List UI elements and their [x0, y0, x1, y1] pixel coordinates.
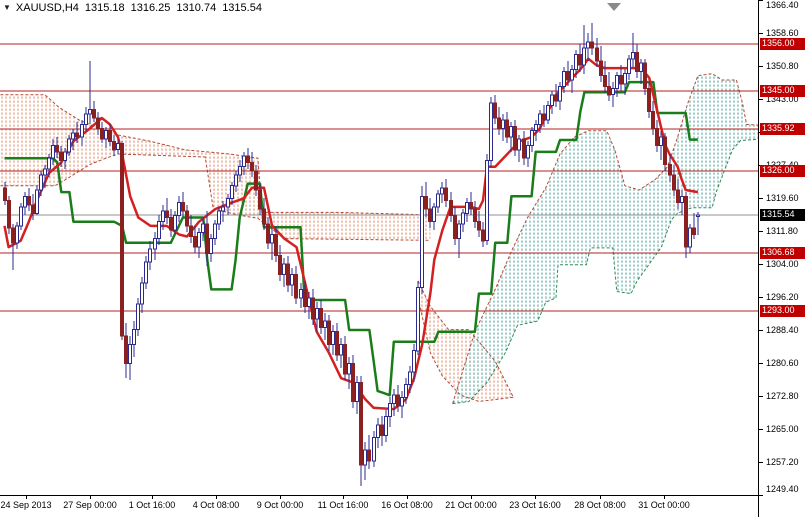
price-tick-label: 1358.60 [766, 28, 799, 38]
ichimoku-cloud [0, 73, 758, 405]
price-axis-tick [759, 0, 763, 1]
price-axis-tick [759, 231, 763, 232]
level-price-badge: 1345.00 [760, 85, 805, 97]
time-axis-tick [216, 496, 217, 499]
price-axis-tick [759, 99, 763, 100]
current-price-badge: 1315.54 [760, 209, 805, 221]
symbol-period-label: XAUUSD,H4 [15, 2, 79, 14]
price-tick-label: 1319.60 [766, 193, 799, 203]
time-axis-tick [471, 496, 472, 499]
price-axis-tick [759, 363, 763, 364]
price-tick-label: 1288.40 [766, 325, 799, 335]
ohlc-open: 1315.18 [84, 2, 125, 14]
time-axis-tick [600, 496, 601, 499]
time-tick-label: 31 Oct 00:00 [638, 500, 690, 510]
price-tick-label: 1249.40 [766, 484, 799, 494]
level-price-badge: 1356.00 [760, 38, 805, 50]
price-axis-tick [759, 297, 763, 298]
price-tick-label: 1257.20 [766, 457, 799, 467]
ohlc-high: 1316.25 [130, 2, 171, 14]
time-axis-tick [343, 496, 344, 499]
symbol-dropdown-icon[interactable]: ▼ [3, 3, 11, 12]
chart-title: ▼ XAUUSD,H4 1315.18 1316.25 1310.74 1315.54 [3, 2, 262, 14]
price-tick-label: 1311.80 [766, 226, 798, 236]
time-axis-tick [407, 496, 408, 499]
time-axis-tick [280, 496, 281, 499]
time-axis-tick [26, 496, 27, 499]
time-axis-tick [664, 496, 665, 499]
price-tick-label: 1304.00 [766, 259, 799, 269]
ohlc-low: 1310.74 [176, 2, 217, 14]
time-axis-tick [90, 496, 91, 499]
price-axis[interactable]: 1366.401358.601350.801343.001335.201327.… [758, 0, 811, 517]
price-axis-tick [759, 429, 763, 430]
level-price-badge: 1306.68 [760, 247, 805, 259]
price-axis-tick [759, 264, 763, 265]
time-tick-label: 23 Oct 16:00 [509, 500, 561, 510]
time-tick-label: 27 Sep 00:00 [63, 500, 117, 510]
price-axis-tick [759, 66, 763, 67]
time-axis[interactable]: 24 Sep 2013 27 Sep 00:00 1 Oct 16:00 4 Oct … [0, 495, 758, 518]
kijun-sen-line [4, 80, 698, 397]
price-axis-tick [759, 396, 763, 397]
time-tick-label: 21 Oct 00:00 [445, 500, 497, 510]
price-chart-svg[interactable] [0, 0, 758, 495]
time-tick-label: 1 Oct 16:00 [128, 500, 176, 510]
time-tick-label: 28 Oct 08:00 [574, 500, 626, 510]
time-axis-tick [152, 496, 153, 499]
price-axis-tick [759, 33, 763, 34]
time-tick-label: 16 Oct 08:00 [381, 500, 433, 510]
candles [3, 23, 700, 486]
price-axis-tick [759, 198, 763, 199]
price-tick-label: 1280.60 [766, 358, 799, 368]
time-tick-label: 11 Oct 16:00 [317, 500, 369, 510]
time-tick-label: 9 Oct 00:00 [256, 500, 304, 510]
time-tick-label: 4 Oct 08:00 [192, 500, 240, 510]
price-tick-label: 1296.20 [766, 292, 799, 302]
price-tick-label: 1350.80 [766, 61, 799, 71]
time-tick-label: 24 Sep 2013 [0, 500, 52, 510]
price-tick-label: 1343.00 [766, 94, 799, 104]
price-tick-label: 1265.00 [766, 424, 799, 434]
price-tick-label: 1272.80 [766, 391, 799, 401]
sell-arrow-marker[interactable] [607, 3, 621, 11]
level-price-badge: 1293.00 [760, 305, 805, 317]
chart-canvas[interactable] [0, 0, 758, 495]
time-axis-tick [535, 496, 536, 499]
price-axis-tick [759, 462, 763, 463]
price-axis-tick [759, 495, 763, 496]
level-price-badge: 1326.00 [760, 165, 805, 177]
level-price-badge: 1335.92 [760, 123, 805, 135]
ohlc-close: 1315.54 [222, 2, 262, 14]
price-axis-tick [759, 330, 763, 331]
price-tick-label: 1366.40 [766, 0, 799, 10]
